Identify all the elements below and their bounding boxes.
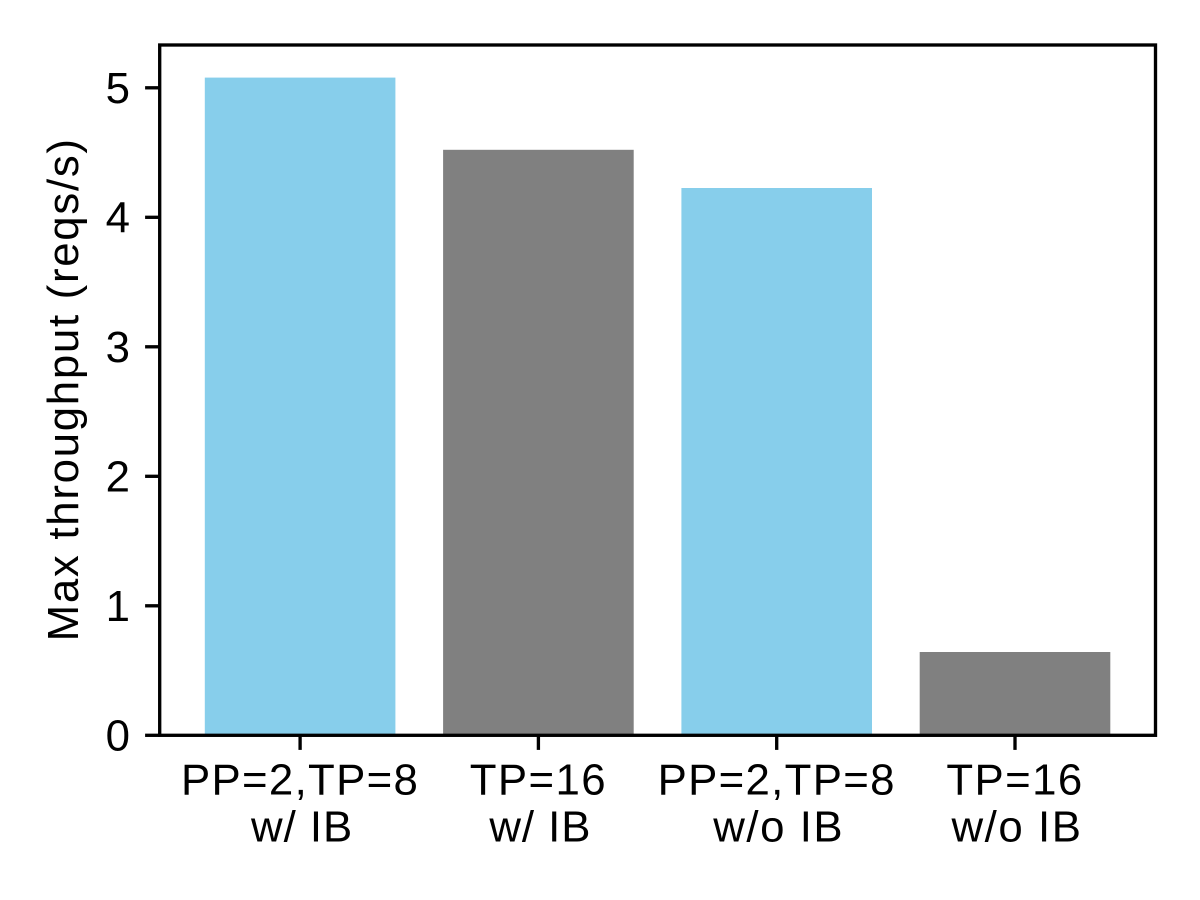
svg-text:TP=16: TP=16: [470, 756, 607, 805]
svg-text:w/ IB: w/ IB: [250, 803, 353, 852]
svg-text:TP=16: TP=16: [946, 756, 1083, 805]
svg-text:0: 0: [106, 712, 130, 761]
svg-text:1: 1: [106, 582, 130, 631]
svg-text:PP=2,TP=8: PP=2,TP=8: [181, 756, 419, 805]
svg-text:w/ IB: w/ IB: [488, 803, 591, 852]
svg-text:PP=2,TP=8: PP=2,TP=8: [658, 756, 896, 805]
svg-text:w/o IB: w/o IB: [950, 803, 1082, 852]
svg-text:2: 2: [106, 453, 130, 502]
svg-text:3: 3: [106, 323, 130, 372]
svg-text:w/o IB: w/o IB: [712, 803, 844, 852]
svg-text:5: 5: [106, 64, 130, 113]
svg-text:Max throughput (reqs/s): Max throughput (reqs/s): [39, 137, 88, 641]
svg-text:4: 4: [106, 194, 130, 243]
